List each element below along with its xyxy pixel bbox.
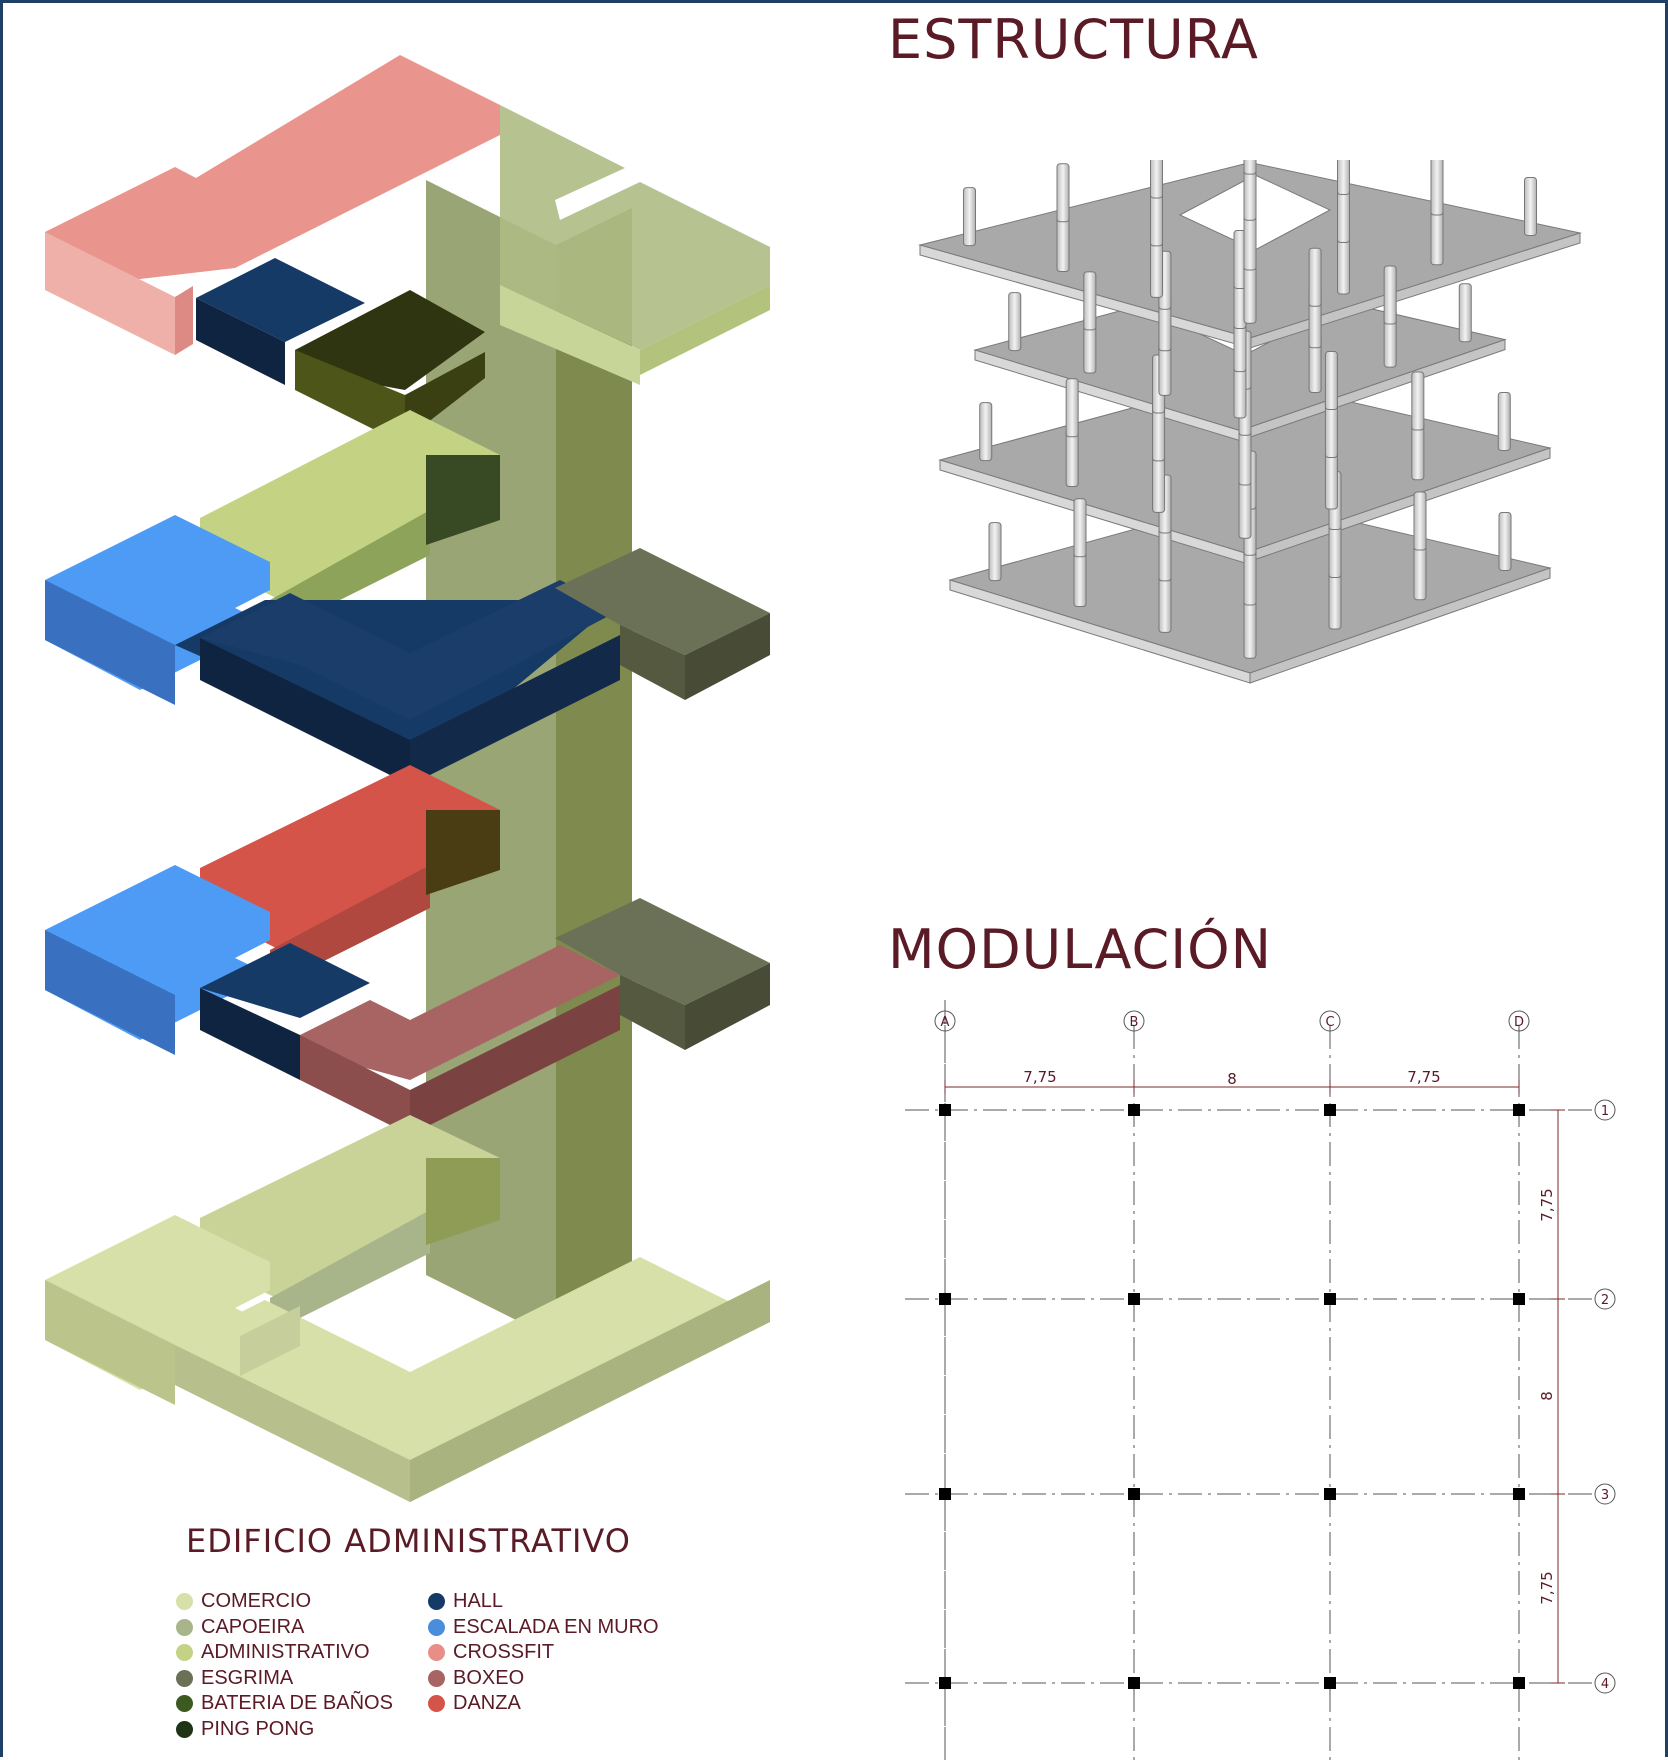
grid-col-label-d: D (1514, 1015, 1524, 1030)
legend-label: BOXEO (453, 1666, 525, 1689)
structural-column (1308, 247, 1322, 307)
level-1 (45, 1115, 770, 1502)
structural-column (1152, 453, 1166, 513)
grid-col-label-a: A (941, 1015, 950, 1030)
legend-label: PING PONG (201, 1717, 315, 1740)
structural-column (1411, 371, 1425, 431)
legend-swatch (176, 1644, 193, 1662)
structural-column (1498, 511, 1512, 571)
dim-3-4: 7,75 (1538, 1571, 1556, 1604)
grid-row-label-1: 1 (1601, 1104, 1609, 1119)
section-title-modulacion: MODULACIÓN (888, 918, 1273, 981)
legend-swatch (428, 1618, 445, 1636)
structural-column (1073, 498, 1087, 558)
legend-item: BATERIA DE BAÑOS (176, 1691, 393, 1717)
legend-swatch (428, 1644, 445, 1662)
legend-label: CAPOEIRA (201, 1615, 305, 1638)
legend-label: ESGRIMA (201, 1666, 294, 1689)
legend-label: HALL (453, 1590, 504, 1613)
structural-column (1243, 599, 1257, 659)
structural-column (1150, 238, 1163, 298)
grid-col-label-c: C (1325, 1015, 1334, 1030)
dimension-lines (944, 1080, 1565, 1684)
legend-item: BOXEO (428, 1666, 659, 1692)
dim-2-3: 8 (1538, 1391, 1556, 1401)
legend-swatch (176, 1593, 193, 1611)
modulation-grid-plan: A B C D 1 2 3 4 7,75 8 7,75 7,75 8 7,75 (905, 1000, 1616, 1760)
structural-column (988, 522, 1002, 582)
legend-label: ESCALADA EN MURO (453, 1615, 659, 1638)
legend-item: ESCALADA EN MURO (428, 1615, 659, 1641)
legend-left-column: COMERCIO CAPOEIRA ADMINISTRATIVO ESGRIMA… (176, 1589, 393, 1742)
column-markers (939, 1104, 1525, 1689)
structure-columns (963, 160, 1537, 659)
legend-item: COMERCIO (176, 1589, 393, 1615)
grid-column-bubbles (934, 1010, 1530, 1032)
legend-label: ADMINISTRATIVO (201, 1641, 370, 1664)
structural-column (1337, 235, 1350, 295)
structural-column (1458, 283, 1472, 343)
structural-column (1497, 391, 1511, 451)
legend-swatch (176, 1618, 193, 1636)
legend-item: HALL (428, 1589, 659, 1615)
legend-label: BATERIA DE BAÑOS (201, 1692, 393, 1715)
dim-c-d: 7,75 (1407, 1068, 1440, 1086)
structural-column (1083, 271, 1097, 331)
grid-row-label-4: 4 (1601, 1677, 1609, 1692)
level-3 (45, 410, 770, 785)
legend-item: PING PONG (176, 1717, 393, 1743)
structural-column (1383, 265, 1397, 325)
structural-column (1524, 176, 1537, 236)
structural-column (1056, 163, 1070, 223)
isometric-building-diagram (45, 55, 770, 1502)
dim-b-c: 8 (1227, 1070, 1237, 1088)
legend-item: ESGRIMA (176, 1666, 393, 1692)
structural-column (1065, 378, 1079, 438)
dim-a-b: 7,75 (1023, 1068, 1056, 1086)
legend-label: DANZA (453, 1692, 521, 1715)
structural-column (1324, 450, 1338, 510)
structural-column (1158, 573, 1172, 633)
structural-column (1337, 160, 1350, 196)
structural-column (1324, 351, 1338, 411)
grid-row-label-3: 3 (1601, 1488, 1609, 1503)
level-4 (45, 55, 770, 445)
grid-lines (905, 1000, 1595, 1760)
legend-swatch (428, 1593, 445, 1611)
dim-1-2: 7,75 (1538, 1188, 1556, 1221)
grid-row-label-2: 2 (1601, 1293, 1609, 1308)
slab-face (1249, 567, 1551, 684)
legend-label: COMERCIO (201, 1590, 311, 1613)
legend-title: EDIFICIO ADMINISTRATIVO (186, 1522, 631, 1560)
legend-item: CROSSFIT (428, 1640, 659, 1666)
level-2 (45, 765, 770, 1135)
legend-swatch (176, 1669, 193, 1687)
structural-column (1328, 570, 1342, 630)
legend-swatch (176, 1695, 193, 1713)
legend-right-column: HALL ESCALADA EN MURO CROSSFIT BOXEO DAN… (428, 1589, 659, 1717)
legend-label: CROSSFIT (453, 1641, 555, 1664)
structural-column (1243, 160, 1257, 175)
structural-column (1243, 264, 1257, 324)
structural-column (979, 402, 993, 462)
legend-swatch (428, 1695, 445, 1713)
legend-swatch (428, 1669, 445, 1687)
section-title-estructura: ESTRUCTURA (888, 8, 1259, 71)
structure-3d-render (918, 160, 1582, 684)
structural-column (1413, 491, 1427, 551)
legend-item: CAPOEIRA (176, 1615, 393, 1641)
structural-column (1430, 160, 1444, 216)
structural-column (1008, 292, 1022, 352)
legend-item: DANZA (428, 1691, 659, 1717)
structural-column (963, 187, 976, 247)
grid-row-bubbles (1594, 1099, 1616, 1694)
grid-col-label-b: B (1130, 1015, 1139, 1030)
structural-column (1238, 479, 1252, 539)
legend-item: ADMINISTRATIVO (176, 1640, 393, 1666)
legend-swatch (176, 1720, 193, 1738)
structural-column (1150, 160, 1163, 199)
